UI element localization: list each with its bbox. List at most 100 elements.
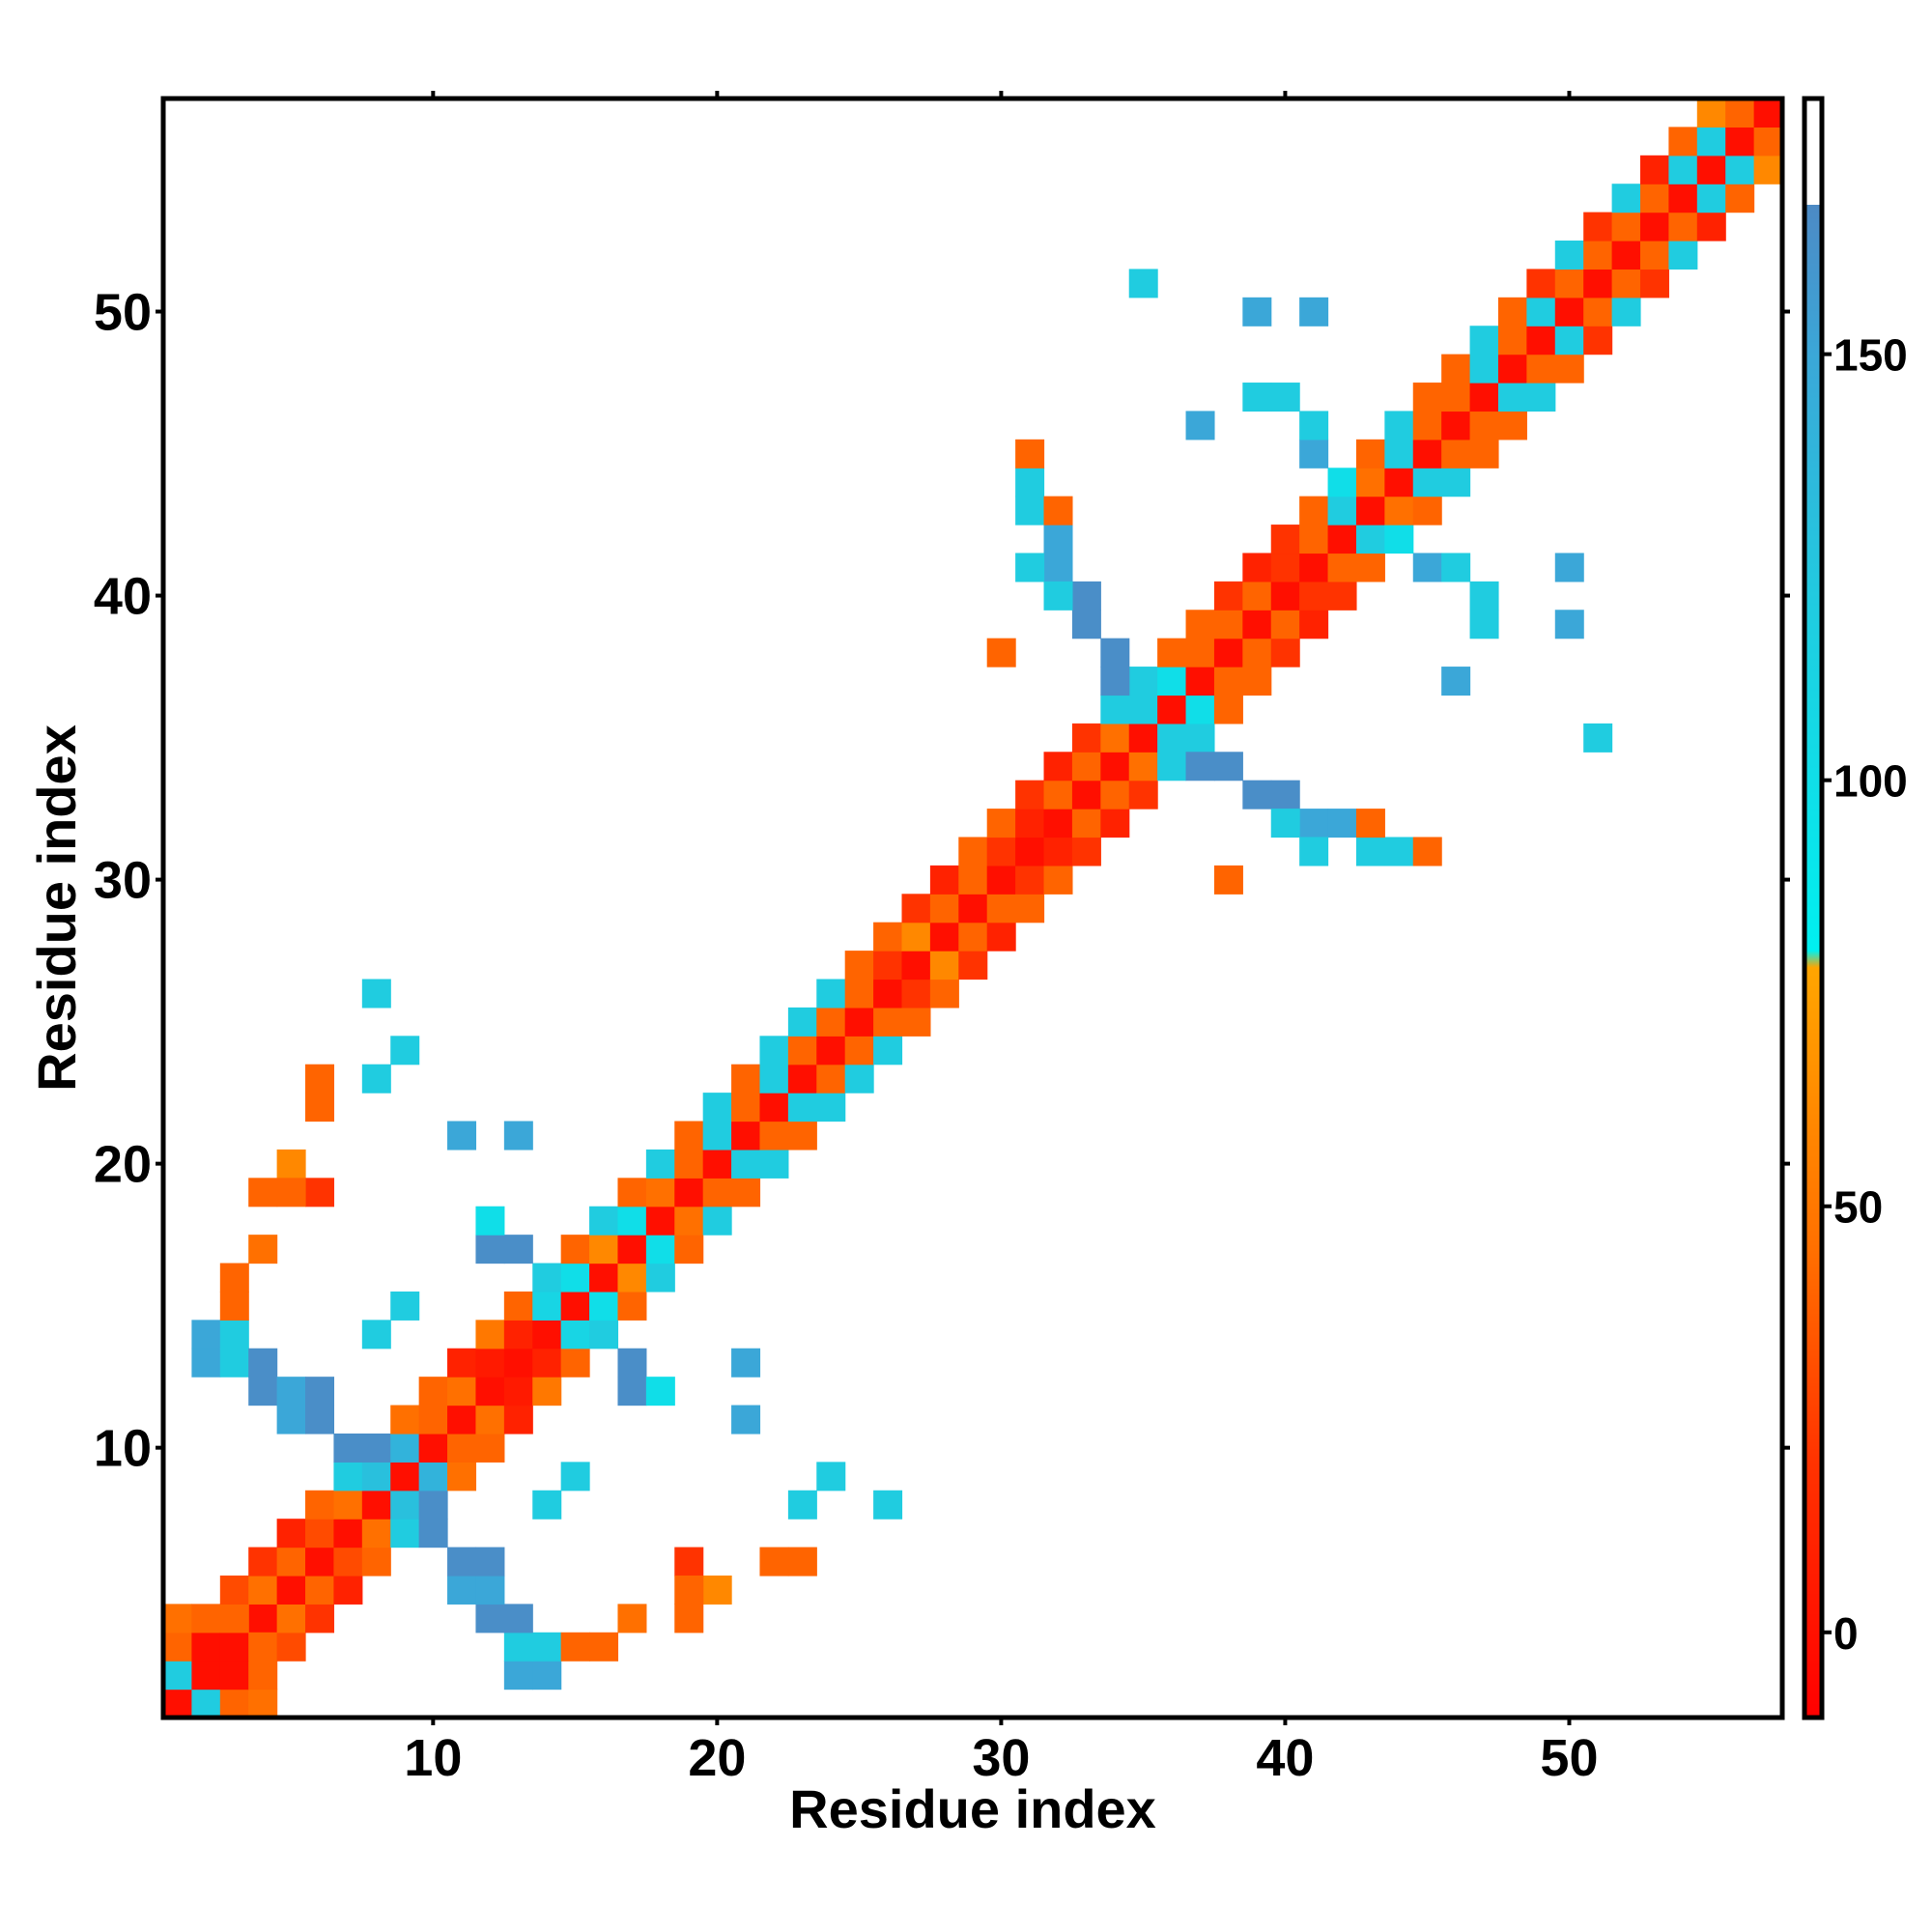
heatmap-cell	[589, 1263, 619, 1293]
heatmap-cell	[390, 1291, 420, 1321]
heatmap-cell	[219, 1348, 249, 1378]
heatmap-cell	[163, 1604, 192, 1634]
heatmap-cell	[1015, 468, 1045, 497]
heatmap-cell	[418, 1519, 448, 1548]
heatmap-cell	[1611, 184, 1641, 213]
heatmap-cell	[1270, 525, 1300, 554]
heatmap-cell	[1213, 638, 1243, 668]
heatmap-cell	[731, 1149, 761, 1179]
heatmap-cell	[873, 951, 903, 980]
heatmap-cell	[560, 1235, 590, 1264]
heatmap-cell	[731, 1178, 761, 1208]
heatmap-cell	[1299, 553, 1329, 582]
heatmap-cell	[958, 951, 988, 980]
heatmap-cell	[958, 894, 988, 923]
heatmap-cell	[503, 1348, 533, 1378]
heatmap-cell	[390, 1036, 420, 1065]
heatmap-cell	[560, 1291, 590, 1321]
heatmap-cell	[532, 1348, 562, 1378]
heatmap-cell	[1327, 809, 1357, 838]
heatmap-cell	[276, 1632, 306, 1662]
heatmap-cell	[1554, 297, 1584, 327]
heatmap-cell	[1412, 553, 1442, 582]
heatmap-cell	[1668, 184, 1698, 213]
heatmap-cell	[1355, 553, 1385, 582]
heatmap-cell	[191, 1689, 221, 1719]
heatmap-cell	[305, 1377, 335, 1406]
heatmap-cell	[361, 1320, 391, 1350]
heatmap-cell	[1725, 127, 1755, 156]
heatmap-cell	[1412, 496, 1442, 526]
heatmap-cell	[276, 1178, 306, 1208]
heatmap-cell	[1128, 780, 1158, 810]
heatmap-cell	[1412, 411, 1442, 440]
heatmap-cell	[1639, 212, 1669, 242]
heatmap-cell	[1384, 439, 1414, 469]
heatmap-cell	[1668, 155, 1698, 185]
heatmap-cell	[986, 865, 1016, 895]
heatmap-cell	[532, 1263, 562, 1293]
heatmap-cell	[503, 1632, 533, 1662]
heatmap-cell	[1185, 752, 1215, 781]
heatmap-cell	[873, 1490, 903, 1520]
heatmap-cell	[1753, 155, 1783, 185]
heatmap-cell	[1157, 752, 1187, 781]
heatmap-cell	[929, 865, 959, 895]
heatmap-cell	[1157, 638, 1187, 668]
heatmap-cell	[674, 1206, 704, 1236]
heatmap-cell	[1242, 638, 1272, 668]
heatmap-cell	[1299, 525, 1329, 554]
heatmap-cell	[418, 1490, 448, 1520]
heatmap-cell	[1384, 411, 1414, 440]
heatmap-cell	[1696, 184, 1726, 213]
heatmap-cell	[305, 1547, 335, 1577]
heatmap-cell	[787, 1490, 817, 1520]
heatmap-cell	[1213, 581, 1243, 611]
heatmap-cell	[1185, 695, 1215, 724]
heatmap-cell	[1583, 326, 1613, 355]
heatmap-cell	[1128, 695, 1158, 724]
heatmap-cell	[787, 1121, 817, 1151]
heatmap-cell	[219, 1632, 249, 1662]
heatmap-cell	[191, 1348, 221, 1378]
heatmap-cell	[1639, 269, 1669, 298]
heatmap-cell	[447, 1377, 477, 1406]
heatmap-cell	[787, 1007, 817, 1037]
heatmap-cell	[702, 1206, 732, 1236]
heatmap-cell	[1469, 354, 1499, 384]
heatmap-cell	[1441, 667, 1471, 696]
heatmap-cell	[1185, 411, 1215, 440]
heatmap-cell	[248, 1547, 278, 1577]
heatmap-cell	[276, 1575, 306, 1605]
heatmap-cell	[674, 1547, 704, 1577]
heatmap-cell	[1583, 269, 1613, 298]
heatmap-cell	[816, 1064, 846, 1094]
heatmap-cell	[929, 922, 959, 952]
heatmap-cell	[589, 1632, 619, 1662]
heatmap-cell	[248, 1348, 278, 1378]
heatmap-cell	[1526, 269, 1556, 298]
heatmap-cell	[674, 1178, 704, 1208]
x-tick-label: 20	[688, 1729, 746, 1787]
heatmap-cell	[248, 1604, 278, 1634]
colorbar-tick-label: 0	[1833, 1608, 1859, 1659]
heatmap-cell	[617, 1206, 647, 1236]
plot-frame	[160, 96, 1785, 1720]
heatmap-cell	[1015, 553, 1045, 582]
heatmap-cell	[617, 1291, 647, 1321]
heatmap-cell	[787, 1064, 817, 1094]
heatmap-cell	[1071, 723, 1101, 753]
heatmap-cell	[1611, 241, 1641, 270]
heatmap-cell	[1725, 155, 1755, 185]
heatmap-cell	[248, 1632, 278, 1662]
heatmap-cell	[1696, 155, 1726, 185]
heatmap-cell	[1128, 723, 1158, 753]
heatmap-cell	[1043, 837, 1073, 867]
heatmap-cell	[1270, 383, 1300, 412]
heatmap-cell	[787, 1036, 817, 1065]
heatmap-cell	[844, 979, 874, 1009]
colorbar-tick-label: 100	[1833, 756, 1908, 807]
heatmap-cell	[1583, 723, 1613, 753]
heatmap-cell	[248, 1575, 278, 1605]
heatmap-cell	[532, 1661, 562, 1690]
